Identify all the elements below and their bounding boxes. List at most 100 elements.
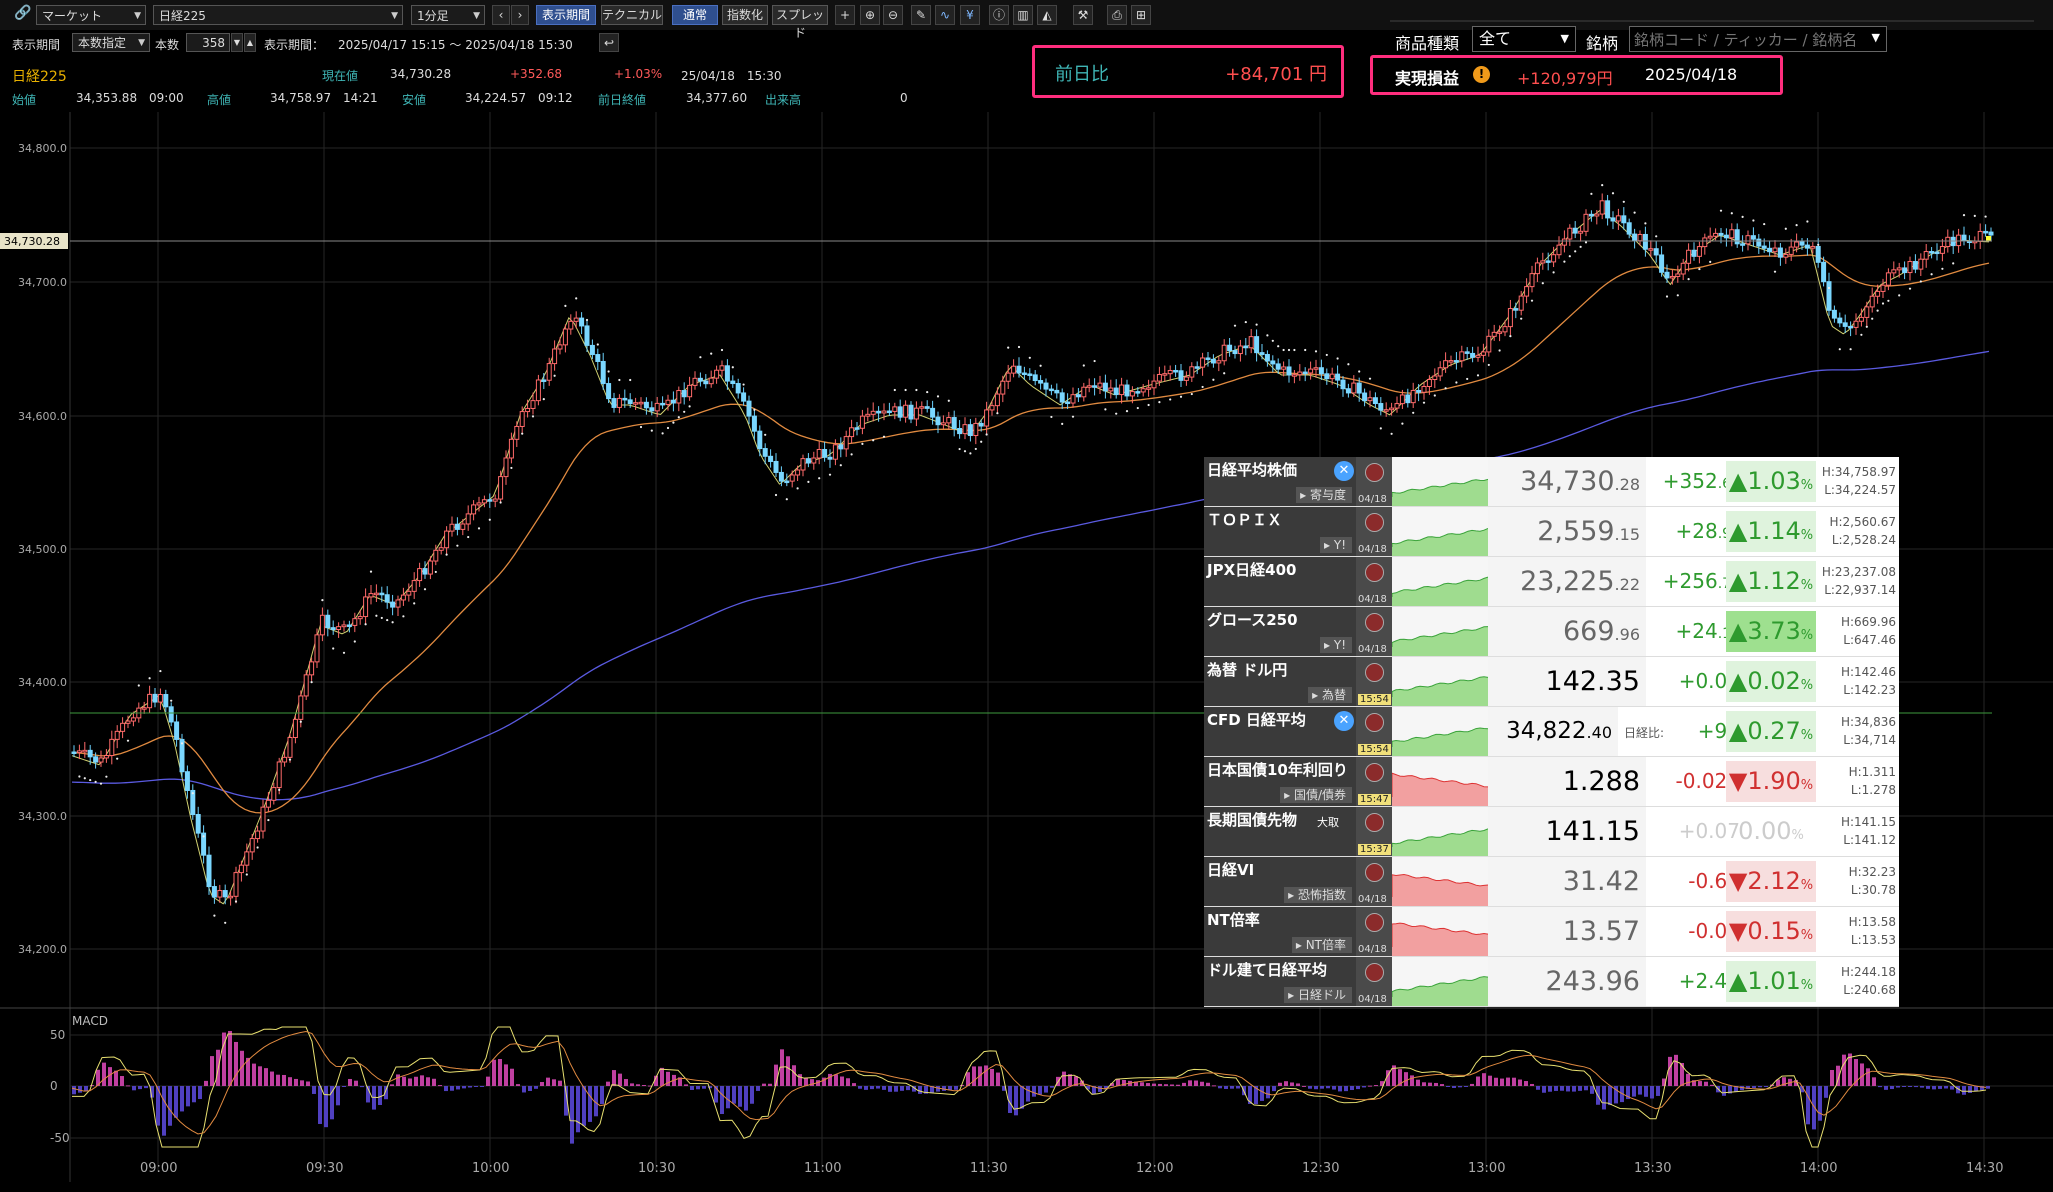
market-row[interactable]: CFD 日経平均 ✕ 15:54 34,822.40 日経比: +92 ▲0.2… bbox=[1204, 707, 1899, 757]
market-row[interactable]: JPX日経400 04/18 23,225.22 +256.74 ▲1.12% … bbox=[1204, 557, 1899, 607]
zoom-out-icon[interactable]: ⊖ bbox=[883, 5, 903, 25]
macd-bar bbox=[1224, 1086, 1228, 1089]
period-mode-select[interactable]: 本数指定 ▼ bbox=[72, 33, 150, 52]
candle bbox=[1048, 388, 1054, 392]
candle bbox=[1421, 385, 1427, 393]
market-sub-button[interactable]: ▸ 恐怖指数 bbox=[1284, 887, 1352, 903]
next-arrow-icon[interactable]: › bbox=[511, 5, 529, 25]
candle bbox=[892, 406, 898, 412]
close-icon[interactable]: ✕ bbox=[1334, 711, 1354, 731]
market-name-cell[interactable]: 長期国債先物 大取 bbox=[1204, 807, 1356, 856]
market-row[interactable]: ＴＯＰＩＸ ▸ Y! 04/18 2,559.15 +28.92 ▲1.14% … bbox=[1204, 507, 1899, 557]
market-sub-button[interactable]: ▸ NT倍率 bbox=[1291, 937, 1352, 953]
candle bbox=[1372, 397, 1378, 405]
market-select[interactable]: マーケット ▼ bbox=[36, 5, 146, 25]
macd-bar bbox=[558, 1080, 562, 1086]
market-name-cell[interactable]: グロース250 ▸ Y! bbox=[1204, 607, 1356, 656]
market-sub-button[interactable]: ▸ Y! bbox=[1320, 537, 1352, 553]
candle bbox=[1119, 384, 1125, 396]
market-name-cell[interactable]: 日経VI ▸ 恐怖指数 bbox=[1204, 857, 1356, 906]
macd-tick: 50 bbox=[50, 1028, 65, 1042]
candle bbox=[433, 549, 439, 562]
macd-bar bbox=[1332, 1086, 1336, 1090]
market-row[interactable]: 為替 ドル円 ▸ 為替 15:54 142.35 +0.02 ▲0.02% H:… bbox=[1204, 657, 1899, 707]
macd-bar bbox=[1422, 1082, 1426, 1086]
candle bbox=[346, 624, 352, 627]
warning-icon[interactable]: ! bbox=[1473, 66, 1490, 83]
market-row[interactable]: ドル建て日経平均 ▸ 日経ドル 04/18 243.96 +2.45 ▲1.01… bbox=[1204, 957, 1899, 1007]
macd-bar bbox=[1302, 1085, 1306, 1087]
candle bbox=[1254, 336, 1260, 354]
market-name-cell[interactable]: CFD 日経平均 ✕ bbox=[1204, 707, 1356, 756]
candle bbox=[1864, 306, 1870, 318]
count-input[interactable]: 358 bbox=[186, 33, 230, 52]
macd-bar bbox=[246, 1057, 250, 1086]
market-status-icon bbox=[1365, 963, 1384, 982]
market-row[interactable]: 日本国債10年利回り ▸ 国債/債券 15:47 1.288 -0.025 ▼1… bbox=[1204, 757, 1899, 807]
toolbar: 🔗 マーケット ▼ 日経225 ▼ 1分足 ▼ ‹ › 表示期間 テクニカル 通常 指… bbox=[0, 0, 2053, 40]
market-sub-button[interactable]: ▸ 国債/債券 bbox=[1280, 787, 1352, 803]
period-button[interactable]: 表示期間 bbox=[536, 5, 596, 25]
indicator-icon[interactable]: ▥ bbox=[1013, 5, 1033, 25]
candle bbox=[1032, 374, 1038, 382]
market-sparkline bbox=[1391, 557, 1489, 606]
area-chart-icon[interactable]: ◭ bbox=[1037, 5, 1057, 25]
market-row[interactable]: グロース250 ▸ Y! 04/18 669.96 +24.10 ▲3.73% … bbox=[1204, 607, 1899, 657]
market-name-cell[interactable]: ドル建て日経平均 ▸ 日経ドル bbox=[1204, 957, 1356, 1006]
market-row[interactable]: 日経平均株価 ▸ 寄与度 ✕ 04/18 34,730.28 +352.68 ▲… bbox=[1204, 457, 1899, 507]
technical-button[interactable]: テクニカル bbox=[601, 5, 663, 25]
product-type-select[interactable]: 全て ▼ bbox=[1472, 26, 1576, 52]
market-sub-button[interactable]: ▸ 寄与度 bbox=[1296, 487, 1352, 503]
macd-bar bbox=[342, 1086, 346, 1087]
link-icon[interactable]: 🔗 bbox=[14, 5, 32, 21]
print-icon[interactable]: ⎙ bbox=[1107, 5, 1127, 25]
candle bbox=[714, 369, 720, 379]
candle bbox=[1977, 230, 1983, 242]
wave-icon[interactable]: ∿ bbox=[935, 5, 955, 25]
macd-bar bbox=[714, 1086, 718, 1103]
crosshair-icon[interactable]: + bbox=[835, 5, 855, 25]
reset-icon[interactable]: ↩ bbox=[599, 33, 619, 52]
interval-select[interactable]: 1分足 ▼ bbox=[411, 5, 485, 25]
prev-arrow-icon[interactable]: ‹ bbox=[492, 5, 510, 25]
count-up-icon[interactable]: ▲ bbox=[244, 33, 256, 52]
market-name-cell[interactable]: NT倍率 ▸ NT倍率 bbox=[1204, 907, 1356, 956]
candle bbox=[562, 328, 568, 346]
market-sub-button[interactable]: ▸ 日経ドル bbox=[1284, 987, 1352, 1003]
count-down-icon[interactable]: ▼ bbox=[231, 33, 243, 52]
market-row[interactable]: 長期国債先物 大取 15:37 141.15 +0.07 0.00% H:141… bbox=[1204, 807, 1899, 857]
symbol-search-field[interactable]: ▼ bbox=[1629, 26, 1887, 53]
macd-bar bbox=[660, 1067, 664, 1086]
market-sub-button[interactable]: ▸ Y! bbox=[1320, 637, 1352, 653]
wrench-icon[interactable]: ⚒ bbox=[1073, 5, 1093, 25]
candle bbox=[1507, 308, 1513, 328]
info-icon[interactable]: ⓘ bbox=[989, 5, 1009, 25]
market-name-cell[interactable]: 日経平均株価 ▸ 寄与度 ✕ bbox=[1204, 457, 1356, 506]
symbol-search-dropdown-icon[interactable]: ▼ bbox=[1871, 31, 1880, 44]
candle bbox=[454, 523, 460, 530]
symbol-search-input[interactable] bbox=[1630, 27, 1866, 53]
normal-button[interactable]: 通常 bbox=[672, 5, 718, 25]
close-icon[interactable]: ✕ bbox=[1334, 461, 1354, 481]
market-name-cell[interactable]: 日本国債10年利回り ▸ 国債/債券 bbox=[1204, 757, 1356, 806]
symbol-select[interactable]: 日経225 ▼ bbox=[153, 5, 403, 25]
expand-icon[interactable]: ⊞ bbox=[1131, 5, 1151, 25]
spread-button[interactable]: スプレッド bbox=[772, 5, 828, 40]
market-value: 142.35 bbox=[1488, 657, 1646, 706]
market-row[interactable]: 日経VI ▸ 恐怖指数 04/18 31.42 -0.68 ▼2.12% H:3… bbox=[1204, 857, 1899, 907]
candle bbox=[120, 722, 126, 732]
candle bbox=[325, 614, 331, 629]
market-name-cell[interactable]: 為替 ドル円 ▸ 為替 bbox=[1204, 657, 1356, 706]
price-chart[interactable]: 34,800.0 34,700.0 34,600.0 34,500.0 34,400.0… bbox=[0, 112, 2053, 1192]
market-name-cell[interactable]: ＴＯＰＩＸ ▸ Y! bbox=[1204, 507, 1356, 556]
market-name-cell[interactable]: JPX日経400 bbox=[1204, 557, 1356, 606]
pen-icon[interactable]: ✎ bbox=[911, 5, 931, 25]
candle bbox=[1821, 261, 1827, 283]
candle bbox=[319, 614, 325, 636]
market-sub-button[interactable]: ▸ 為替 bbox=[1308, 687, 1352, 703]
macd-bar bbox=[1548, 1086, 1552, 1092]
yen-icon[interactable]: ¥ bbox=[960, 5, 980, 25]
zoom-in-icon[interactable]: ⊕ bbox=[860, 5, 880, 25]
market-row[interactable]: NT倍率 ▸ NT倍率 04/18 13.57 -0.02 ▼0.15% H:1… bbox=[1204, 907, 1899, 957]
index-button[interactable]: 指数化 bbox=[722, 5, 768, 25]
